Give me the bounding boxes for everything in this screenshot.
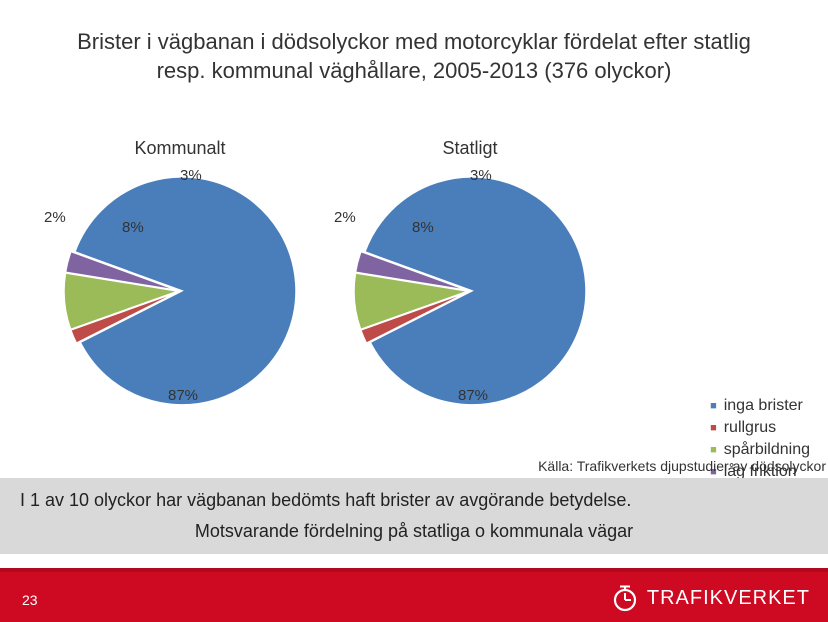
pie-label-rullgrus: 2% (334, 209, 356, 226)
legend-item: ■ rullgrus (710, 419, 810, 437)
summary-line1: I 1 av 10 olyckor har vägbanan bedömts h… (20, 490, 808, 511)
pie-label-inga_brister: 87% (168, 387, 198, 404)
chart-statligt: Statligt 87%2%8%3% (340, 138, 600, 405)
charts-row: Kommunalt 87% 2% 8% 3% Statligt 87% 2% 8% 3% ■… (40, 138, 800, 438)
chart-statligt-title: Statligt (340, 138, 600, 159)
summary-band: I 1 av 10 olyckor har vägbanan bedömts h… (0, 478, 828, 554)
pie-svg (60, 165, 300, 405)
pie-statligt: 87%2%8%3% (350, 165, 590, 405)
chart-kommunalt-title: Kommunalt (50, 138, 310, 159)
legend-marker-icon: ■ (710, 422, 717, 434)
source-text: Källa: Trafikverkets djupstudier av döds… (538, 458, 828, 474)
pie-label-sparbildning: 8% (412, 219, 434, 236)
legend-label: spårbildning (724, 441, 810, 459)
pie-svg (350, 165, 590, 405)
pie-kommunalt: 87%2%8%3% (60, 165, 300, 405)
summary-line2: Motsvarande fördelning på statliga o kom… (20, 521, 808, 542)
pie-label-inga_brister: 87% (458, 387, 488, 404)
title-line2: resp. kommunal väghållare, 2005-2013 (37… (157, 58, 672, 83)
pie-label-lag_friktion: 3% (180, 167, 202, 184)
legend-label: rullgrus (724, 419, 776, 437)
slide-title: Brister i vägbanan i dödsolyckor med mot… (0, 0, 828, 85)
title-line1: Brister i vägbanan i dödsolyckor med mot… (77, 29, 751, 54)
legend-label: inga brister (724, 397, 803, 415)
pie-label-lag_friktion: 3% (470, 167, 492, 184)
trafikverket-icon (611, 584, 639, 612)
pie-label-rullgrus: 2% (44, 209, 66, 226)
chart-kommunalt: Kommunalt 87%2%8%3% (50, 138, 310, 405)
org-logo: TRAFIKVERKET (611, 584, 810, 612)
page-number: 23 (22, 592, 38, 608)
footer-bar: 23 TRAFIKVERKET (0, 572, 828, 622)
legend-marker-icon: ■ (710, 400, 717, 412)
legend-marker-icon: ■ (710, 444, 717, 456)
legend-item: ■ inga brister (710, 397, 810, 415)
pie-label-sparbildning: 8% (122, 219, 144, 236)
legend-item: ■ spårbildning (710, 441, 810, 459)
org-name: TRAFIKVERKET (647, 587, 810, 610)
